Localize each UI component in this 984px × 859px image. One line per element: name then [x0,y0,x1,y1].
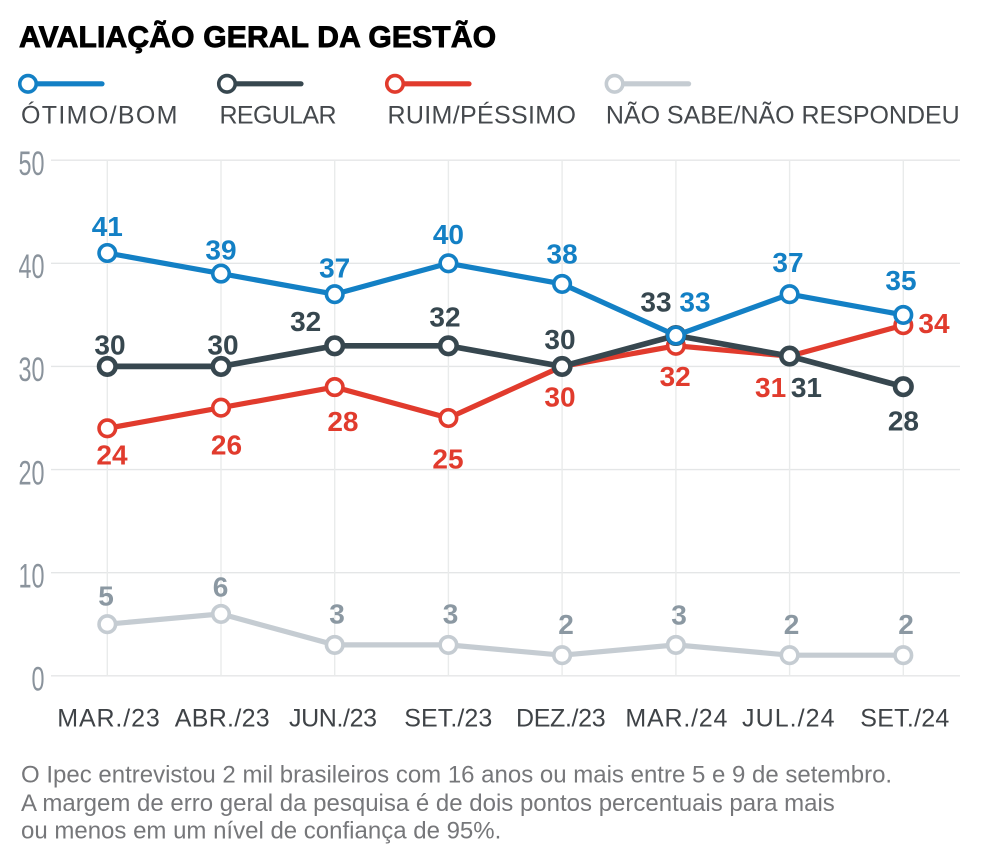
svg-text:DEZ./23: DEZ./23 [516,705,606,733]
svg-text:35: 35 [885,265,916,296]
svg-text:SET./24: SET./24 [860,705,949,733]
svg-text:2: 2 [898,609,914,640]
svg-text:3: 3 [443,599,459,630]
svg-text:30: 30 [544,324,575,355]
svg-text:31: 31 [791,372,822,403]
svg-text:AVALIAÇÃO GERAL DA GESTÃO: AVALIAÇÃO GERAL DA GESTÃO [19,20,496,54]
svg-text:32: 32 [290,306,321,337]
svg-text:ÓTIMO/BOM: ÓTIMO/BOM [21,100,178,129]
svg-text:2: 2 [558,609,574,640]
svg-text:ABR./23: ABR./23 [175,705,270,733]
svg-text:50: 50 [19,145,45,183]
svg-text:5: 5 [98,581,114,612]
svg-text:JUL./24: JUL./24 [742,705,835,733]
svg-text:2: 2 [784,609,800,640]
svg-text:A margem de erro geral da pesq: A margem de erro geral da pesquisa é de … [21,790,835,817]
svg-text:28: 28 [327,406,358,437]
svg-text:20: 20 [19,454,45,492]
svg-text:39: 39 [205,235,236,266]
svg-text:MAR./23: MAR./23 [57,705,160,733]
svg-text:33: 33 [640,287,671,318]
svg-text:37: 37 [319,253,350,284]
svg-text:28: 28 [888,406,919,437]
svg-text:24: 24 [96,440,128,471]
svg-text:REGULAR: REGULAR [220,101,337,129]
svg-text:NÃO SABE/NÃO RESPONDEU: NÃO SABE/NÃO RESPONDEU [606,100,960,129]
svg-text:30: 30 [207,330,238,361]
svg-text:32: 32 [660,361,691,392]
svg-text:40: 40 [433,219,464,250]
svg-text:37: 37 [772,247,803,278]
svg-text:10: 10 [19,558,45,596]
svg-text:0: 0 [32,661,45,699]
svg-text:33: 33 [679,287,710,318]
svg-text:31: 31 [755,372,786,403]
svg-text:26: 26 [211,430,242,461]
svg-text:40: 40 [19,248,45,286]
svg-text:30: 30 [94,330,125,361]
svg-text:RUIM/PÉSSIMO: RUIM/PÉSSIMO [388,100,576,129]
svg-text:JUN./23: JUN./23 [289,705,377,733]
svg-text:6: 6 [213,571,229,602]
svg-text:38: 38 [547,239,578,270]
svg-text:3: 3 [329,599,345,630]
svg-text:30: 30 [19,351,45,389]
svg-text:41: 41 [92,211,123,242]
svg-text:O Ipec entrevistou 2 mil brasi: O Ipec entrevistou 2 mil brasileiros com… [21,761,892,788]
svg-text:34: 34 [918,308,950,339]
svg-text:SET./23: SET./23 [404,705,492,733]
svg-text:30: 30 [544,381,575,412]
svg-text:MAR./24: MAR./24 [625,705,727,733]
svg-text:32: 32 [429,302,460,333]
svg-text:3: 3 [671,600,687,631]
svg-text:25: 25 [432,444,463,475]
svg-text:ou menos em um nível de confia: ou menos em um nível de confiança de 95%… [21,818,501,845]
